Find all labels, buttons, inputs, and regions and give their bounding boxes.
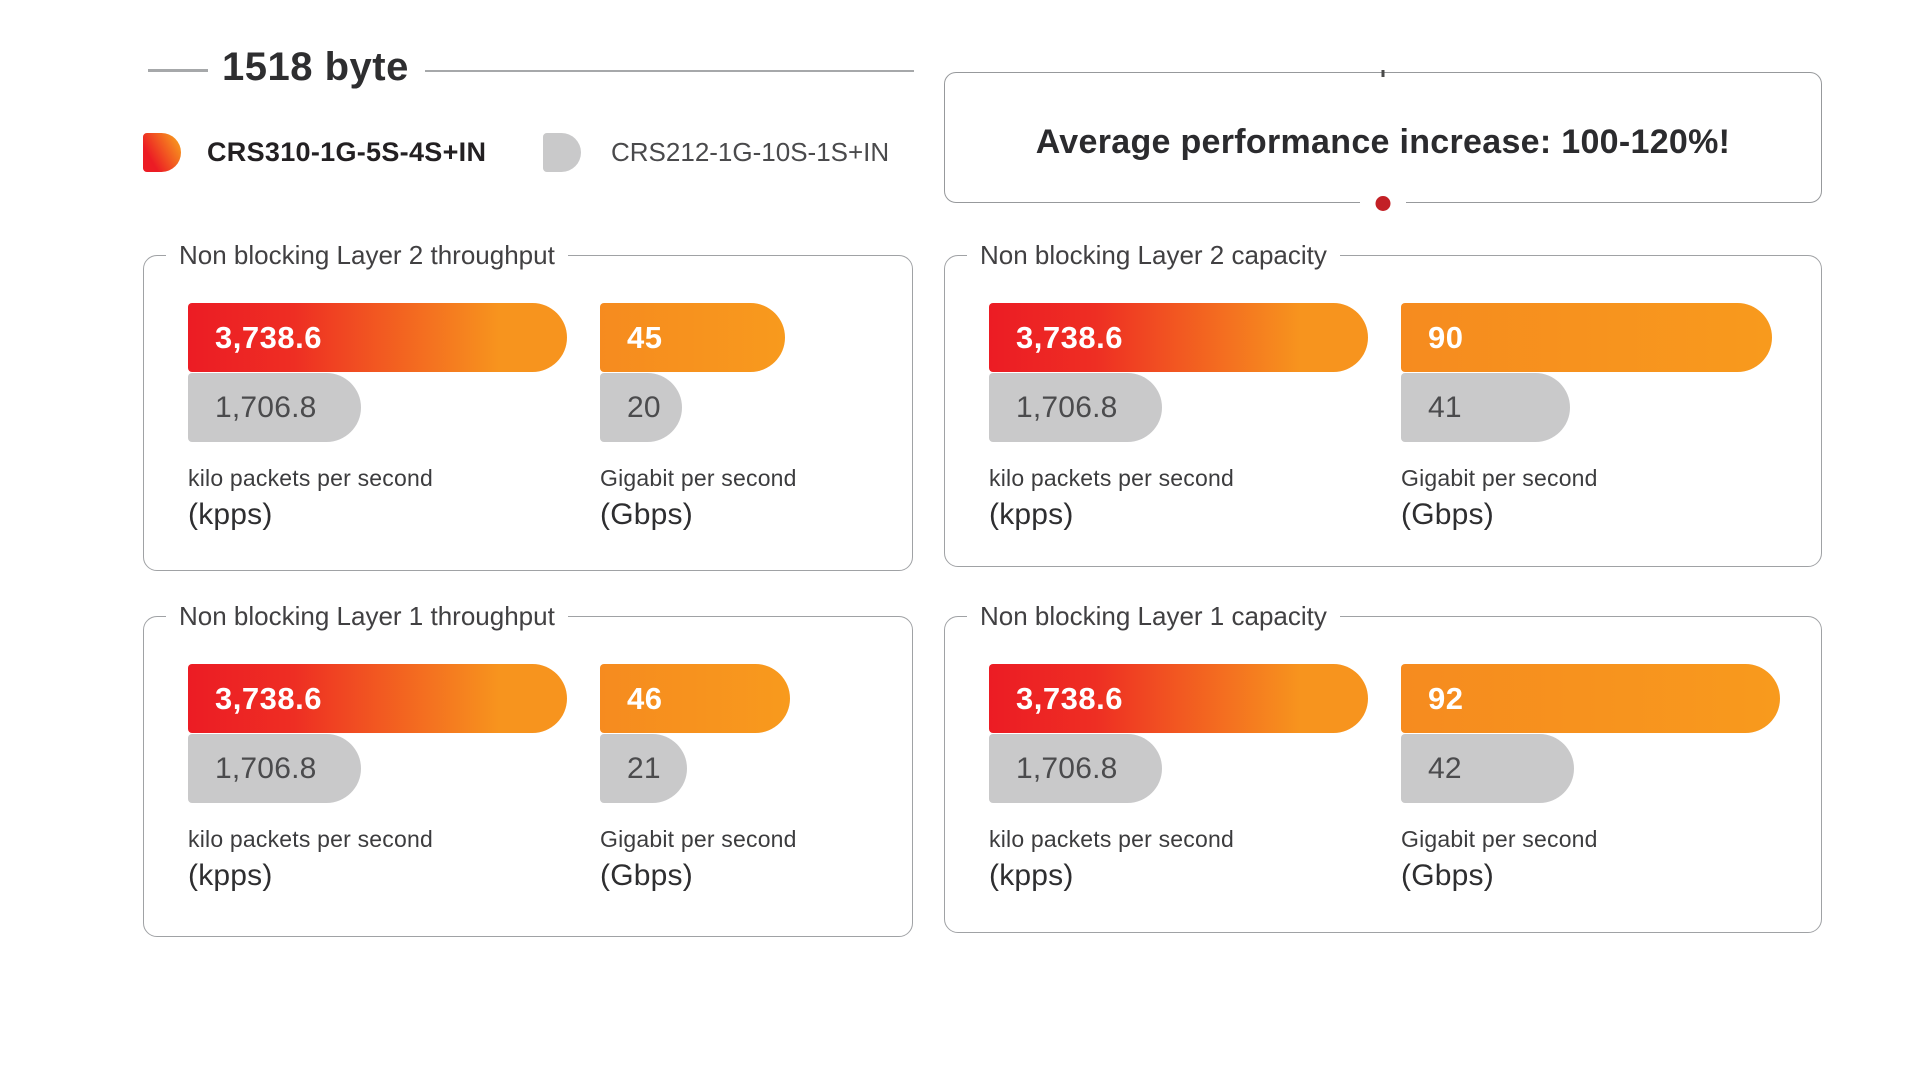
unit-label: kilo packets per second (kpps) [989,465,1368,532]
kpps-column: 3,738.6 1,706.8 kilo packets per second … [989,664,1368,893]
unit-name: Gigabit per second [1401,826,1598,852]
legend-swatch-crs310-icon [143,133,181,172]
unit-label: Gigabit per second (Gbps) [1401,826,1780,893]
gbps-column: 45 20 Gigabit per second (Gbps) [600,303,797,532]
callout-text: Average performance increase: 100-120%! [1035,123,1731,161]
unit-abbr: (Gbps) [1401,859,1494,892]
unit-name: Gigabit per second [1401,465,1598,491]
unit-name: Gigabit per second [600,826,797,852]
panel-title: Non blocking Layer 2 throughput [166,240,568,270]
unit-name: kilo packets per second [188,465,433,491]
kpps-column: 3,738.6 1,706.8 kilo packets per second … [188,664,567,893]
bar-crs212: 41 [1401,373,1570,442]
bar-crs310: 3,738.6 [989,664,1368,733]
kpps-column: 3,738.6 1,706.8 kilo packets per second … [188,303,567,532]
unit-label: Gigabit per second (Gbps) [600,465,797,532]
panel-title: Non blocking Layer 1 capacity [967,601,1340,631]
bar-crs212: 42 [1401,734,1574,803]
bar-value: 45 [627,319,663,355]
page-title: 1518 byte [222,45,409,89]
unit-label: kilo packets per second (kpps) [188,465,567,532]
bar-value: 1,706.8 [1016,751,1118,785]
bar-value: 1,706.8 [215,751,317,785]
unit-abbr: (Gbps) [1401,498,1494,531]
bar-crs310: 46 [600,664,790,733]
legend-swatch-crs212-icon [543,133,581,172]
bar-value: 46 [627,680,663,716]
bar-value: 42 [1428,751,1462,785]
bar-crs212: 1,706.8 [188,373,361,442]
bar-crs212: 1,706.8 [188,734,361,803]
bar-crs212: 21 [600,734,687,803]
bar-crs212: 1,706.8 [989,734,1162,803]
unit-name: Gigabit per second [600,465,797,491]
callout-box: Average performance increase: 100-120%! [944,70,1822,211]
unit-name: kilo packets per second [989,826,1234,852]
unit-abbr: (Gbps) [600,859,693,892]
legend-item-crs212: CRS212-1G-10S-1S+IN [543,133,889,172]
panel-title: Non blocking Layer 1 throughput [166,601,568,631]
callout-dot-icon [1375,196,1391,211]
unit-abbr: (kpps) [989,859,1074,892]
unit-abbr: (kpps) [989,498,1074,531]
bar-value: 41 [1428,390,1462,424]
unit-label: Gigabit per second (Gbps) [1401,465,1772,532]
panel-layer1-capacity: Non blocking Layer 1 capacity 3,738.6 1,… [944,601,1822,933]
bar-crs310: 92 [1401,664,1780,733]
panel-layer2-throughput: Non blocking Layer 2 throughput 3,738.6 … [143,240,913,571]
bar-crs310: 90 [1401,303,1772,372]
bar-value: 3,738.6 [215,319,322,355]
unit-label: Gigabit per second (Gbps) [600,826,797,893]
header-rule-left [148,69,208,72]
legend-label-crs212: CRS212-1G-10S-1S+IN [611,137,890,167]
bar-value: 3,738.6 [1016,680,1123,716]
bar-crs310: 45 [600,303,785,372]
bar-value: 3,738.6 [1016,319,1123,355]
panel-layer1-throughput: Non blocking Layer 1 throughput 3,738.6 … [143,601,913,937]
gbps-column: 92 42 Gigabit per second (Gbps) [1401,664,1780,893]
bar-value: 90 [1428,319,1464,355]
legend-item-crs310: CRS310-1G-5S-4S+IN [143,133,486,172]
bar-crs212: 20 [600,373,682,442]
bar-value: 20 [627,390,661,424]
unit-name: kilo packets per second [989,465,1234,491]
bar-crs212: 1,706.8 [989,373,1162,442]
callout-top-tick-icon [1381,70,1385,77]
unit-label: kilo packets per second (kpps) [188,826,567,893]
gbps-column: 90 41 Gigabit per second (Gbps) [1401,303,1772,532]
panel-layer2-capacity: Non blocking Layer 2 capacity 3,738.6 1,… [944,240,1822,567]
bar-value: 1,706.8 [215,390,317,424]
unit-name: kilo packets per second [188,826,433,852]
kpps-column: 3,738.6 1,706.8 kilo packets per second … [989,303,1368,532]
unit-abbr: (Gbps) [600,498,693,531]
bar-value: 1,706.8 [1016,390,1118,424]
unit-label: kilo packets per second (kpps) [989,826,1368,893]
bar-crs310: 3,738.6 [989,303,1368,372]
bar-value: 21 [627,751,661,785]
unit-abbr: (kpps) [188,859,273,892]
gbps-column: 46 21 Gigabit per second (Gbps) [600,664,797,893]
bar-crs310: 3,738.6 [188,664,567,733]
bar-value: 3,738.6 [215,680,322,716]
bar-value: 92 [1428,680,1464,716]
bar-crs310: 3,738.6 [188,303,567,372]
legend-label-crs310: CRS310-1G-5S-4S+IN [207,137,487,167]
header-rule-right [425,70,914,72]
unit-abbr: (kpps) [188,498,273,531]
panel-title: Non blocking Layer 2 capacity [967,240,1340,270]
